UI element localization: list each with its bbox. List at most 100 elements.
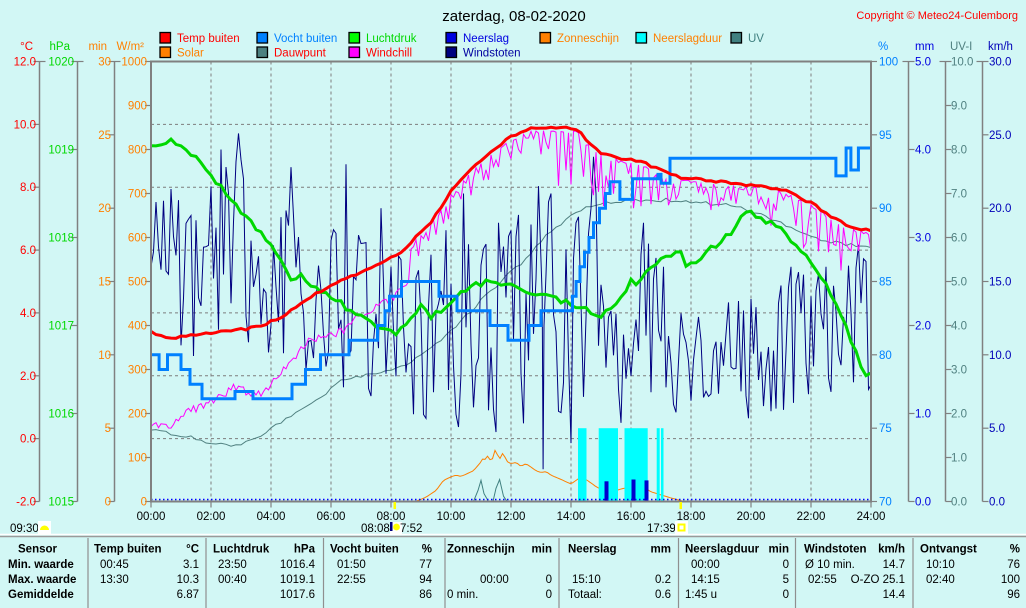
svg-text:Zonneschijn: Zonneschijn <box>447 544 515 556</box>
svg-text:4.0: 4.0 <box>915 145 931 157</box>
svg-text:800: 800 <box>128 145 147 157</box>
svg-text:Neerslag: Neerslag <box>463 33 509 45</box>
svg-text:7:52: 7:52 <box>400 523 422 535</box>
svg-text:100: 100 <box>1001 574 1020 586</box>
svg-text:10.0: 10.0 <box>989 350 1011 362</box>
svg-text:14.4: 14.4 <box>883 589 906 601</box>
svg-text:20.0: 20.0 <box>989 203 1011 215</box>
svg-text:1.0: 1.0 <box>951 453 967 465</box>
svg-text:100: 100 <box>879 57 898 69</box>
svg-text:Neerslag: Neerslag <box>568 544 617 556</box>
svg-text:10.3: 10.3 <box>177 574 199 586</box>
svg-text:200: 200 <box>128 409 147 421</box>
svg-text:01:50: 01:50 <box>337 559 366 571</box>
svg-text:6.0: 6.0 <box>951 233 967 245</box>
svg-text:%: % <box>878 41 888 53</box>
svg-text:mm: mm <box>651 544 671 556</box>
svg-text:hPa: hPa <box>294 544 316 556</box>
svg-text:30.0: 30.0 <box>989 57 1011 69</box>
svg-text:5: 5 <box>783 574 789 586</box>
svg-text:km/h: km/h <box>878 544 905 556</box>
svg-text:02:40: 02:40 <box>926 574 955 586</box>
svg-text:0 min.: 0 min. <box>447 589 478 601</box>
svg-text:400: 400 <box>128 321 147 333</box>
svg-text:Windstoten: Windstoten <box>463 48 521 60</box>
svg-text:12:00: 12:00 <box>497 511 526 523</box>
svg-text:Zonneschijn: Zonneschijn <box>557 33 619 45</box>
svg-text:10: 10 <box>98 350 111 362</box>
svg-text:Neerslagduur: Neerslagduur <box>685 544 760 556</box>
svg-text:13:30: 13:30 <box>100 574 129 586</box>
svg-text:3.0: 3.0 <box>951 365 967 377</box>
svg-text:Temp buiten: Temp buiten <box>94 544 162 556</box>
svg-text:zaterdag, 08-02-2020: zaterdag, 08-02-2020 <box>442 8 585 25</box>
svg-text:06:00: 06:00 <box>317 511 346 523</box>
svg-text:1017.6: 1017.6 <box>280 589 315 601</box>
svg-text:76: 76 <box>1007 559 1020 571</box>
svg-text:1017: 1017 <box>48 321 74 333</box>
svg-text:04:00: 04:00 <box>257 511 286 523</box>
svg-text:Neerslagduur: Neerslagduur <box>653 33 722 45</box>
svg-text:4.0: 4.0 <box>951 321 967 333</box>
svg-text:08:08: 08:08 <box>361 523 390 535</box>
svg-text:Solar: Solar <box>177 48 204 60</box>
svg-text:23:50: 23:50 <box>218 559 247 571</box>
svg-text:0.6: 0.6 <box>655 589 671 601</box>
svg-text:20:00: 20:00 <box>737 511 766 523</box>
svg-text:14.7: 14.7 <box>883 559 905 571</box>
svg-text:100: 100 <box>128 453 147 465</box>
svg-text:900: 900 <box>128 101 147 113</box>
svg-text:00:40: 00:40 <box>218 574 247 586</box>
svg-text:700: 700 <box>128 189 147 201</box>
svg-text:77: 77 <box>419 559 432 571</box>
svg-text:1:45 u: 1:45 u <box>685 589 717 601</box>
svg-text:Totaal:: Totaal: <box>568 589 602 601</box>
svg-text:mm: mm <box>915 41 934 53</box>
svg-text:09:30: 09:30 <box>10 523 39 535</box>
svg-text:75: 75 <box>879 423 892 435</box>
svg-text:85: 85 <box>879 277 892 289</box>
svg-text:10:00: 10:00 <box>437 511 466 523</box>
svg-text:00:00: 00:00 <box>480 574 509 586</box>
svg-text:8.0: 8.0 <box>20 182 36 194</box>
svg-text:1019: 1019 <box>48 145 74 157</box>
svg-text:9.0: 9.0 <box>951 101 967 113</box>
svg-text:W/m²: W/m² <box>117 41 145 53</box>
svg-text:25: 25 <box>98 130 111 142</box>
svg-text:%: % <box>422 544 432 556</box>
svg-text:00:00: 00:00 <box>691 559 720 571</box>
svg-text:25.0: 25.0 <box>989 130 1011 142</box>
svg-text:0: 0 <box>783 559 789 571</box>
svg-text:1018: 1018 <box>48 233 74 245</box>
svg-text:3.1: 3.1 <box>183 559 199 571</box>
svg-text:Ø 10 min.: Ø 10 min. <box>805 559 855 571</box>
svg-text:6.87: 6.87 <box>177 589 199 601</box>
svg-text:1000: 1000 <box>121 57 147 69</box>
svg-text:8.0: 8.0 <box>951 145 967 157</box>
svg-text:80: 80 <box>879 350 892 362</box>
svg-text:10.0: 10.0 <box>951 57 973 69</box>
svg-text:16:00: 16:00 <box>617 511 646 523</box>
svg-text:00:00: 00:00 <box>137 511 166 523</box>
svg-text:Copyright © Meteo24-Culemborg: Copyright © Meteo24-Culemborg <box>856 10 1018 22</box>
svg-text:0.0: 0.0 <box>989 497 1005 509</box>
svg-text:5.0: 5.0 <box>915 57 931 69</box>
svg-text:0.0: 0.0 <box>951 497 967 509</box>
svg-text:22:00: 22:00 <box>797 511 826 523</box>
svg-text:1016: 1016 <box>48 409 74 421</box>
svg-text:20: 20 <box>98 203 111 215</box>
svg-text:70: 70 <box>879 497 892 509</box>
svg-text:1.0: 1.0 <box>915 409 931 421</box>
svg-text:2.0: 2.0 <box>951 409 967 421</box>
svg-text:22:55: 22:55 <box>337 574 366 586</box>
svg-text:Max. waarde: Max. waarde <box>8 574 76 586</box>
svg-text:300: 300 <box>128 365 147 377</box>
svg-text:min: min <box>88 41 107 53</box>
svg-text:0: 0 <box>783 589 789 601</box>
svg-text:0: 0 <box>546 574 552 586</box>
svg-text:02:55: 02:55 <box>808 574 837 586</box>
svg-text:00:45: 00:45 <box>100 559 129 571</box>
svg-text:1020: 1020 <box>48 57 74 69</box>
svg-text:14:00: 14:00 <box>557 511 586 523</box>
svg-text:08:00: 08:00 <box>377 511 406 523</box>
